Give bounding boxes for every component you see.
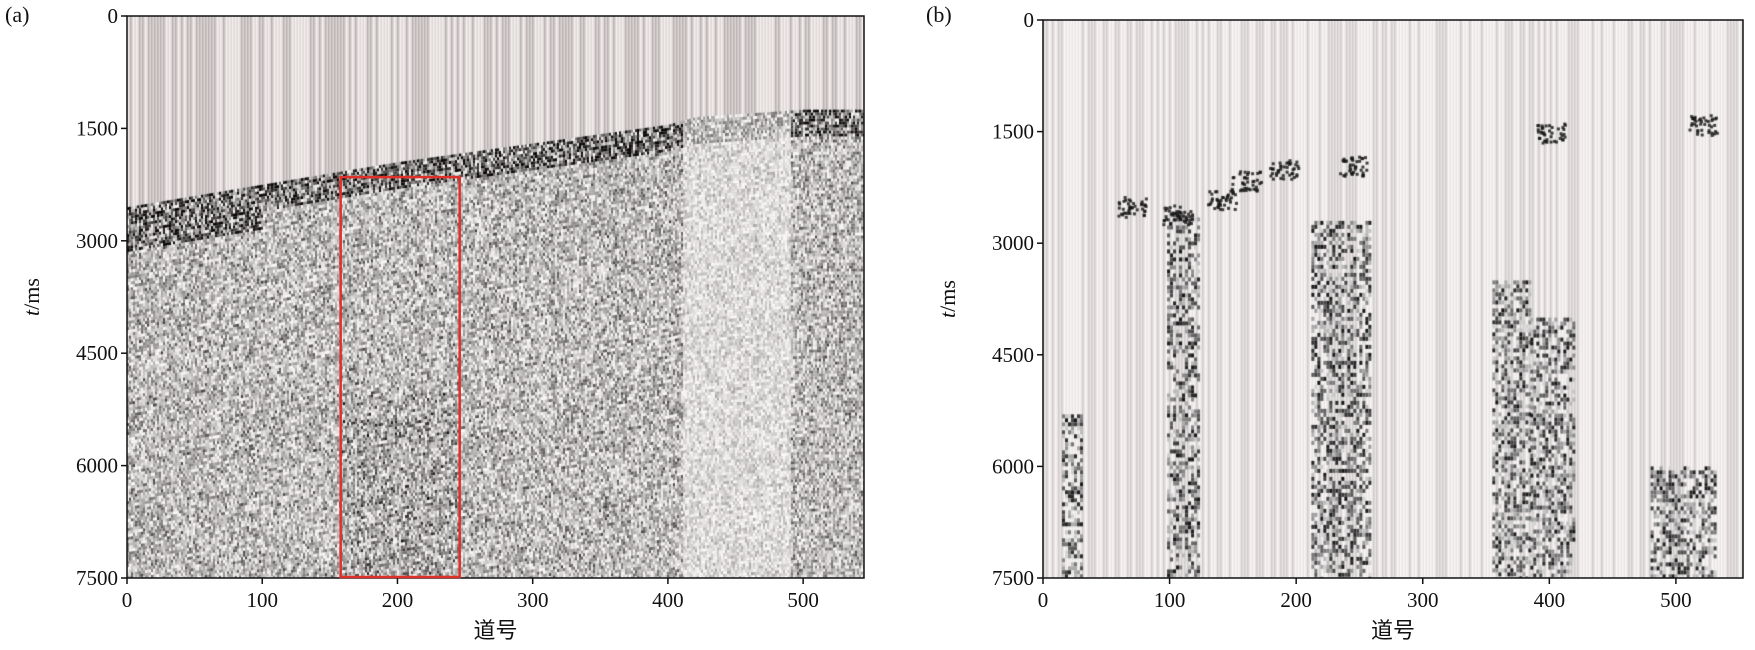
y-tick-label: 1500 (76, 116, 118, 140)
x-tick-label: 100 (246, 588, 278, 612)
y-tick-label: 0 (108, 4, 119, 28)
y-tick-label: 4500 (992, 343, 1034, 367)
y-axis-label: t/ms (19, 278, 44, 316)
y-tick-label: 6000 (76, 454, 118, 478)
y-tick-label: 3000 (76, 229, 118, 253)
seismic-section-b (1043, 20, 1743, 578)
y-tick-label: 7500 (76, 566, 118, 590)
x-tick-label: 500 (787, 588, 819, 612)
panel-b-label: (b) (926, 2, 952, 27)
x-tick-label: 300 (517, 588, 549, 612)
y-tick-label: 1500 (992, 120, 1034, 144)
y-tick-label: 3000 (992, 231, 1034, 255)
y-axis-label-unit: /ms (935, 280, 960, 312)
seismic-section-a (127, 16, 864, 578)
x-tick-label: 400 (1534, 588, 1566, 612)
y-axis-label-var: t (19, 309, 44, 316)
y-axis-label-var: t (935, 311, 960, 318)
y-axis-label-unit: /ms (19, 278, 44, 310)
x-tick-label: 200 (382, 588, 414, 612)
plot-frame (1042, 19, 1744, 579)
highlight-box (339, 175, 461, 579)
x-axis-label: 道号 (473, 618, 517, 643)
y-tick-label: 6000 (992, 454, 1034, 478)
x-axis-label: 道号 (1371, 618, 1415, 643)
x-tick-label: 400 (652, 588, 684, 612)
y-axis-label: t/ms (935, 280, 960, 318)
y-tick-label: 7500 (992, 566, 1034, 590)
x-tick-label: 0 (1038, 588, 1049, 612)
x-tick-label: 0 (122, 588, 133, 612)
plot-frame (126, 15, 865, 579)
x-tick-label: 300 (1407, 588, 1439, 612)
y-tick-label: 4500 (76, 341, 118, 365)
panel-a-label: (a) (5, 2, 30, 27)
y-tick-label: 0 (1024, 8, 1035, 32)
x-tick-label: 100 (1154, 588, 1186, 612)
x-tick-label: 200 (1280, 588, 1312, 612)
x-tick-label: 500 (1660, 588, 1692, 612)
